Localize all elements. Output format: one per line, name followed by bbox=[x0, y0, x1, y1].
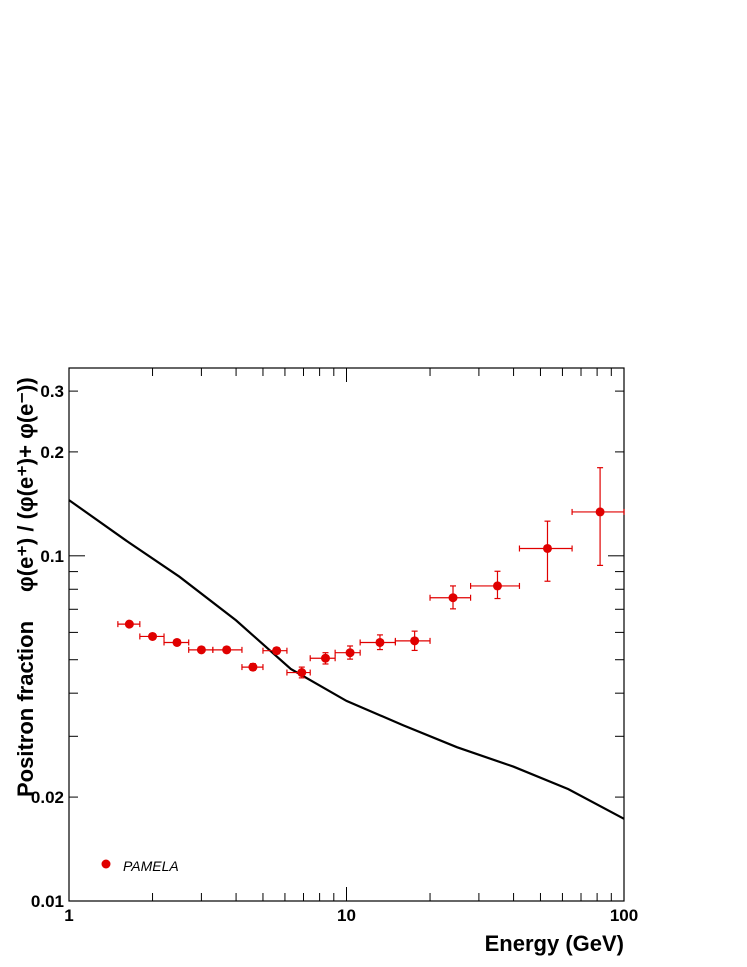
axis-ticks bbox=[68, 368, 625, 902]
model-curve bbox=[68, 499, 625, 820]
data-point bbox=[188, 645, 214, 655]
data-point-marker bbox=[248, 662, 258, 672]
data-point-marker bbox=[297, 668, 307, 678]
data-point-marker bbox=[222, 645, 232, 655]
legend: PAMELA bbox=[101, 858, 179, 874]
data-point bbox=[429, 585, 472, 610]
data-point bbox=[469, 570, 521, 600]
data-point-marker bbox=[345, 648, 355, 658]
legend-label-pamela: PAMELA bbox=[123, 858, 179, 874]
y-axis-title: Positron fraction φ(e⁺) / (φ(e⁺)+ φ(e⁻)) bbox=[13, 377, 38, 797]
data-point-marker bbox=[595, 507, 605, 517]
data-point-marker bbox=[196, 645, 206, 655]
data-point-marker bbox=[148, 631, 158, 641]
x-tick-label: 10 bbox=[337, 906, 356, 925]
data-point bbox=[163, 637, 190, 647]
data-point-marker bbox=[448, 593, 458, 603]
x-tick-label: 100 bbox=[610, 906, 638, 925]
y-tick-label: 0.1 bbox=[40, 547, 64, 566]
y-axis-title-main: Positron fraction bbox=[13, 621, 38, 797]
pamela-data-points bbox=[117, 467, 625, 679]
model-curve-line bbox=[68, 499, 625, 820]
data-point bbox=[139, 631, 165, 641]
y-tick-label: 0.3 bbox=[40, 382, 64, 401]
data-point bbox=[518, 520, 573, 582]
y-tick-label: 0.2 bbox=[40, 443, 64, 462]
data-point-marker bbox=[272, 646, 282, 656]
data-point-marker bbox=[124, 619, 134, 629]
data-point bbox=[262, 646, 288, 656]
axis-tick-labels: 1 10 100 0.01 0.02 0.1 0.2 0.3 bbox=[31, 382, 638, 925]
x-tick-label: 1 bbox=[64, 906, 73, 925]
y-axis-title-formula: φ(e⁺) / (φ(e⁺)+ φ(e⁻)) bbox=[13, 377, 38, 592]
data-point-marker bbox=[410, 636, 420, 646]
legend-marker-pamela bbox=[101, 859, 111, 869]
data-point bbox=[359, 634, 396, 651]
data-point bbox=[394, 630, 431, 652]
y-tick-label: 0.01 bbox=[31, 892, 64, 911]
data-point bbox=[117, 619, 141, 629]
data-point bbox=[334, 645, 361, 660]
data-point-marker bbox=[542, 543, 552, 553]
data-point-marker bbox=[492, 581, 502, 591]
data-point bbox=[571, 467, 625, 567]
data-point bbox=[241, 662, 264, 672]
data-point-marker bbox=[375, 637, 385, 647]
y-tick-label: 0.02 bbox=[31, 788, 64, 807]
data-point-marker bbox=[172, 637, 182, 647]
data-point bbox=[309, 652, 336, 665]
data-point bbox=[286, 666, 311, 679]
data-point-marker bbox=[320, 653, 330, 663]
data-point bbox=[212, 645, 243, 655]
x-axis-title: Energy (GeV) bbox=[485, 931, 624, 956]
